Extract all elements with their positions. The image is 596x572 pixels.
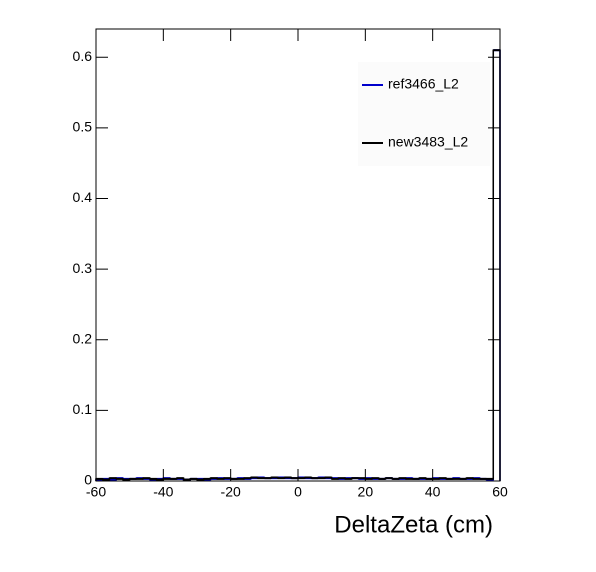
y-tick-label: 0.2 — [73, 330, 93, 346]
y-tick-label: 0 — [84, 472, 92, 488]
y-tick-label: 0.1 — [73, 401, 93, 417]
y-tick-label: 0.4 — [73, 189, 93, 205]
y-tick-label: 0.3 — [73, 260, 93, 276]
x-tick-label: 20 — [358, 484, 374, 500]
x-tick-label: -60 — [86, 484, 106, 500]
legend-label: new3483_L2 — [388, 134, 468, 150]
y-tick-label: 0.6 — [73, 48, 93, 64]
legend-label: ref3466_L2 — [388, 76, 459, 92]
x-axis-label: DeltaZeta (cm) — [334, 511, 493, 538]
x-tick-label: 40 — [425, 484, 441, 500]
x-tick-label: -20 — [221, 484, 241, 500]
x-tick-label: 60 — [492, 484, 508, 500]
x-tick-label: 0 — [294, 484, 302, 500]
legend-box — [358, 62, 490, 166]
x-tick-label: -40 — [153, 484, 173, 500]
y-tick-label: 0.5 — [73, 119, 93, 135]
